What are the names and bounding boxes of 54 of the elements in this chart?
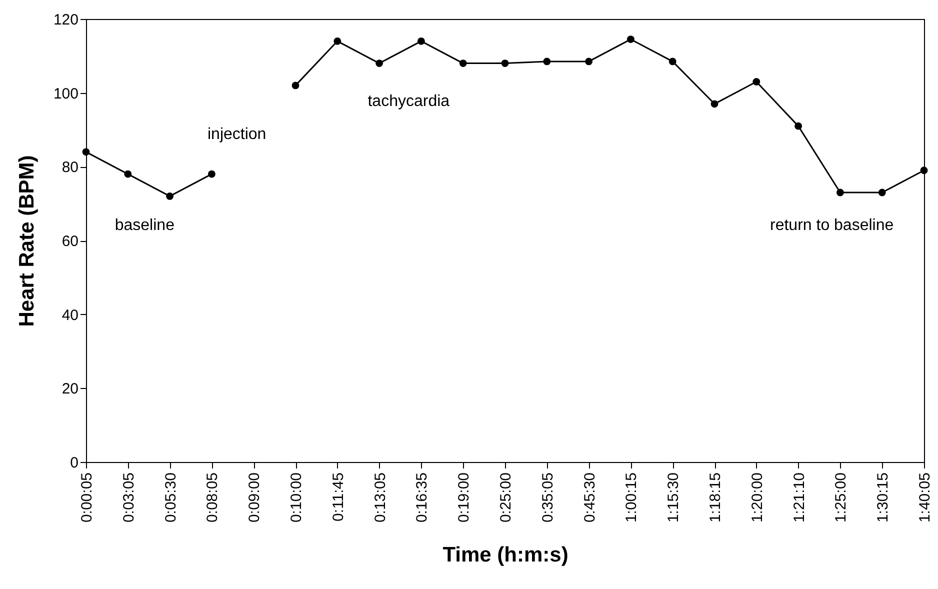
point xyxy=(626,36,634,44)
y-tick-label: 20 xyxy=(62,380,78,398)
point xyxy=(794,122,802,130)
point xyxy=(166,192,174,200)
point xyxy=(334,37,342,45)
point xyxy=(543,58,551,66)
x-tick-label: 1:21:10 xyxy=(790,472,808,523)
x-tick-label: 0:25:00 xyxy=(498,472,514,523)
x-tick-label: 1:00:15 xyxy=(623,472,640,523)
y-tick-label: 100 xyxy=(53,85,78,102)
x-tick-label: 0:09:00 xyxy=(246,472,264,523)
x-tick-label: 0:13:05 xyxy=(372,472,389,523)
x-tick-label: 0:03:05 xyxy=(120,472,138,523)
y-tick-label: 60 xyxy=(62,233,78,250)
point xyxy=(668,58,676,66)
y-tick-label: 80 xyxy=(62,159,78,176)
point xyxy=(459,60,467,67)
x-tick-label: 0:08:05 xyxy=(204,472,222,523)
point xyxy=(752,78,760,86)
annotation: injection xyxy=(207,126,266,144)
x-tick-label: 1:40:05 xyxy=(916,472,934,523)
x-tick-label: 0:16:35 xyxy=(414,472,431,523)
y-axis-title: Heart Rate (BPM) xyxy=(15,155,38,327)
x-tick-label: 1:30:15 xyxy=(874,472,892,523)
x-tick-label: 0:00:05 xyxy=(78,472,96,523)
x-tick-label: 0:10:00 xyxy=(288,472,305,523)
x-tick-label: 0:05:30 xyxy=(162,472,180,523)
point xyxy=(124,170,132,178)
y-tick-label: 120 xyxy=(53,12,78,28)
x-tick-label: 0:19:00 xyxy=(456,472,473,523)
point xyxy=(710,100,718,108)
x-tick-label: 0:11:45 xyxy=(330,472,347,522)
point xyxy=(501,60,509,67)
y-tick-label: 40 xyxy=(62,306,78,324)
point xyxy=(82,148,90,156)
point xyxy=(878,188,886,196)
point xyxy=(292,82,300,90)
x-tick-label: 0:35:05 xyxy=(539,472,556,523)
point xyxy=(376,60,384,67)
x-tick-label: 1:15:30 xyxy=(665,472,682,523)
point xyxy=(417,37,425,45)
x-tick-label: 1:20:00 xyxy=(748,472,766,523)
annotation: baseline xyxy=(114,216,175,234)
point xyxy=(208,170,216,178)
x-axis-title: Time (h:m:s) xyxy=(442,544,568,567)
annotation: return to baseline xyxy=(770,216,894,234)
x-tick-label: 1:18:15 xyxy=(707,472,724,523)
x-tick-label: 1:25:00 xyxy=(832,472,850,523)
point xyxy=(836,188,844,196)
point xyxy=(920,166,928,174)
y-tick-label: 0 xyxy=(70,454,78,472)
x-tick-label: 0:45:30 xyxy=(581,472,598,523)
annotation: tachycardia xyxy=(368,92,450,110)
point xyxy=(585,58,593,66)
